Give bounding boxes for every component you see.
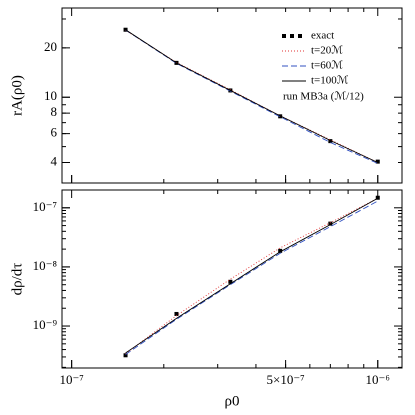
legend-marker <box>282 34 286 38</box>
series-line <box>125 197 378 354</box>
y-axis-label: dρ/dτ <box>9 263 25 296</box>
legend-label: exact <box>311 30 334 42</box>
legend-marker <box>298 34 302 38</box>
marker <box>174 311 179 316</box>
legend-label: t=60ℳ <box>311 60 343 72</box>
y-tick-label: 20 <box>44 39 57 54</box>
marker <box>375 195 380 200</box>
legend-marker <box>290 34 294 38</box>
legend-label: t=100ℳ <box>311 75 349 87</box>
x-tick-label: 5×10⁻⁷ <box>266 372 304 387</box>
y-tick-label: 10 <box>44 88 57 103</box>
x-tick-label: 10⁻⁶ <box>366 372 390 387</box>
series-line <box>125 197 378 355</box>
x-tick-label: 10⁻⁷ <box>59 372 83 387</box>
plot-frame <box>61 7 403 184</box>
marker <box>278 248 283 253</box>
marker <box>328 139 333 144</box>
y-tick-label: 4 <box>51 153 58 168</box>
y-tick-label: 10⁻⁹ <box>33 317 58 332</box>
plot-frame <box>61 189 403 369</box>
marker <box>123 353 128 358</box>
y-tick-label: 8 <box>51 104 58 119</box>
marker <box>328 221 333 226</box>
marker <box>228 279 233 284</box>
series-line <box>125 29 378 163</box>
y-tick-label: 6 <box>51 125 58 140</box>
x-axis-label: ρ0 <box>225 393 240 409</box>
y-tick-label: 10⁻⁸ <box>33 258 58 273</box>
annotation: run MB3a (ℳ/12) <box>283 91 364 103</box>
series-line <box>125 200 378 355</box>
marker <box>375 159 380 164</box>
y-axis-label: rA(ρ0) <box>9 75 25 116</box>
legend-label: t=20ℳ <box>311 45 343 57</box>
y-tick-label: 10⁻⁷ <box>33 199 57 214</box>
